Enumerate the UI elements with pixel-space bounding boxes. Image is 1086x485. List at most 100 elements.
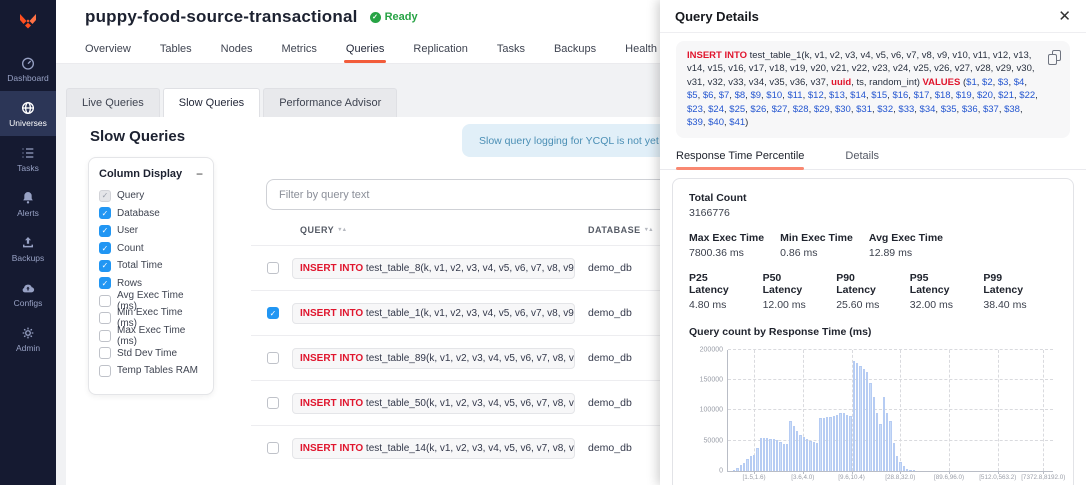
column-option-min-exec-time-ms-[interactable]: Min Exec Time (ms) [99, 307, 203, 329]
database-cell: demo_db [588, 352, 632, 364]
sql-param: $29 [813, 103, 830, 115]
column-option-temp-tables-ram[interactable]: Temp Tables RAM [99, 362, 203, 380]
subtab-live-queries[interactable]: Live Queries [66, 88, 160, 117]
cloud-icon [20, 279, 37, 296]
sql-keyword: INSERT INTO [300, 262, 364, 274]
row-checkbox[interactable] [267, 352, 279, 364]
sidebar-item-tasks[interactable]: Tasks [0, 136, 56, 181]
tab-replication[interactable]: Replication [413, 42, 468, 55]
sort-icon[interactable]: ▼▲ [643, 227, 654, 233]
details-tab-response-time-percentile[interactable]: Response Time Percentile [676, 144, 805, 170]
yugabyte-logo[interactable] [0, 0, 56, 46]
query-cell[interactable]: INSERT INTO test_table_8(k, v1, v2, v3, … [292, 257, 575, 279]
row-checkbox[interactable]: ✓ [267, 307, 279, 319]
histogram-bar [756, 447, 759, 471]
histogram-bar [856, 363, 859, 471]
column-option-total-time[interactable]: ✓ Total Time [99, 257, 203, 275]
sql-text-segment: , [724, 117, 730, 129]
sort-icon[interactable]: ▼▲ [337, 227, 347, 233]
tab-tasks[interactable]: Tasks [496, 42, 525, 55]
sql-text-segment: , [956, 103, 962, 115]
sidebar-item-configs[interactable]: Configs [0, 271, 56, 316]
histogram-bar [799, 434, 802, 471]
queries-sub-tabs: Live Queries Slow Queries Performance Advi… [66, 88, 398, 117]
column-option-rows[interactable]: ✓ Rows [99, 275, 203, 293]
column-option-std-dev-time[interactable]: Std Dev Time [99, 345, 203, 363]
x-axis-tick-label: [1.5,1.6) [742, 473, 766, 481]
sidebar-item-universes[interactable]: Universes [0, 91, 56, 136]
collapse-minus-icon[interactable]: − [195, 167, 203, 181]
sidebar-item-dashboard[interactable]: Dashboard [0, 46, 56, 91]
checkbox[interactable] [99, 294, 111, 307]
tab-backups[interactable]: Backups [553, 42, 597, 55]
checkbox[interactable] [99, 312, 111, 325]
column-option-user[interactable]: ✓ User [99, 222, 203, 240]
x-axis-tick-label: [512.0,563.2) [979, 473, 1017, 481]
column-option-database[interactable]: ✓ Database [99, 205, 203, 223]
column-option-label: Avg Exec Time (ms) [117, 289, 184, 312]
sql-text-segment: , [1024, 76, 1027, 88]
tab-overview[interactable]: Overview [85, 42, 131, 55]
sql-keyword: INSERT INTO [687, 50, 747, 61]
sidebar-item-alerts[interactable]: Alerts [0, 181, 56, 226]
subtab-performance-advisor[interactable]: Performance Advisor [263, 88, 398, 117]
checkbox[interactable] [99, 329, 111, 342]
column-header-query[interactable]: QUERY ▼▲ [300, 225, 347, 235]
latency-stats: P25 Latency 4.80 ms P50 Latency 12.00 ms P90… [689, 272, 1057, 311]
stat-value: 7800.36 ms [689, 246, 744, 259]
row-checkbox[interactable] [267, 397, 279, 409]
stat-label: P90 Latency [836, 271, 876, 296]
column-option-query[interactable]: ✓ Query [99, 187, 203, 205]
database-cell: demo_db [588, 307, 632, 319]
stat-value: 25.60 ms [836, 298, 880, 311]
query-details-panel: Query Details ✕ INSERT INTO test_table_1… [660, 0, 1086, 485]
sql-text-segment: , [935, 103, 941, 115]
sql-param: $24 [708, 103, 724, 115]
query-text: test_table_14(k, v1, v2, v3, v4, v5, v6,… [365, 442, 574, 454]
tab-queries[interactable]: Queries [343, 34, 386, 63]
tab-nodes[interactable]: Nodes [220, 42, 253, 55]
row-checkbox[interactable] [267, 262, 279, 274]
histogram-bar [736, 467, 739, 471]
tab-tables[interactable]: Tables [159, 42, 192, 55]
sidebar-item-backups[interactable]: Backups [0, 226, 56, 271]
sql-param: $1 [966, 76, 977, 88]
close-icon[interactable]: ✕ [1058, 7, 1071, 25]
exec-time-stats: Max Exec Time 7800.36 ms Min Exec Time 0.86… [689, 232, 1057, 259]
details-tabs: Response Time Percentile Details [660, 144, 1086, 170]
checkbox[interactable] [99, 364, 111, 377]
checkbox[interactable]: ✓ [99, 277, 111, 290]
query-cell[interactable]: INSERT INTO test_table_1(k, v1, v2, v3, … [292, 302, 575, 324]
sql-param: $21 [998, 90, 1014, 102]
column-option-count[interactable]: ✓ Count [99, 240, 203, 258]
tab-metrics[interactable]: Metrics [281, 42, 317, 55]
column-option-max-exec-time-ms-[interactable]: Max Exec Time (ms) [99, 325, 203, 347]
column-header-database[interactable]: DATABASE ▼▲ [588, 225, 654, 235]
checkbox[interactable]: ✓ [99, 207, 111, 220]
tab-health[interactable]: Health [625, 42, 657, 55]
stat-value: 38.40 ms [983, 298, 1027, 311]
sidebar-item-admin[interactable]: Admin [0, 316, 56, 361]
row-checkbox[interactable] [267, 442, 279, 454]
universe-title: puppy-food-source-transactional [85, 7, 358, 26]
checkbox[interactable]: ✓ [99, 242, 111, 255]
query-cell[interactable]: INSERT INTO test_table_89(k, v1, v2, v3,… [292, 347, 575, 369]
sql-text-segment: , [871, 103, 878, 115]
y-axis-tick-label: 150000 [699, 376, 723, 384]
y-gridline [728, 409, 1053, 411]
query-cell[interactable]: INSERT INTO test_table_14(k, v1, v2, v3,… [292, 437, 575, 459]
column-option-avg-exec-time-ms-[interactable]: Avg Exec Time (ms) [99, 289, 203, 312]
details-tab-details[interactable]: Details [845, 150, 880, 163]
checkbox[interactable]: ✓ [99, 224, 111, 237]
query-cell[interactable]: INSERT INTO test_table_50(k, v1, v2, v3,… [292, 392, 575, 414]
checkbox[interactable]: ✓ [99, 259, 111, 272]
x-axis-tick [1043, 470, 1045, 474]
subtab-slow-queries[interactable]: Slow Queries [162, 88, 261, 117]
copy-icon[interactable] [1048, 50, 1061, 65]
sql-text-segment: , [697, 90, 703, 102]
gauge-icon [20, 54, 37, 71]
histogram-bar [739, 465, 742, 471]
database-cell: demo_db [588, 397, 632, 409]
checkbox[interactable] [99, 347, 111, 360]
stat-p50-latency: P50 Latency 12.00 ms [763, 272, 824, 311]
